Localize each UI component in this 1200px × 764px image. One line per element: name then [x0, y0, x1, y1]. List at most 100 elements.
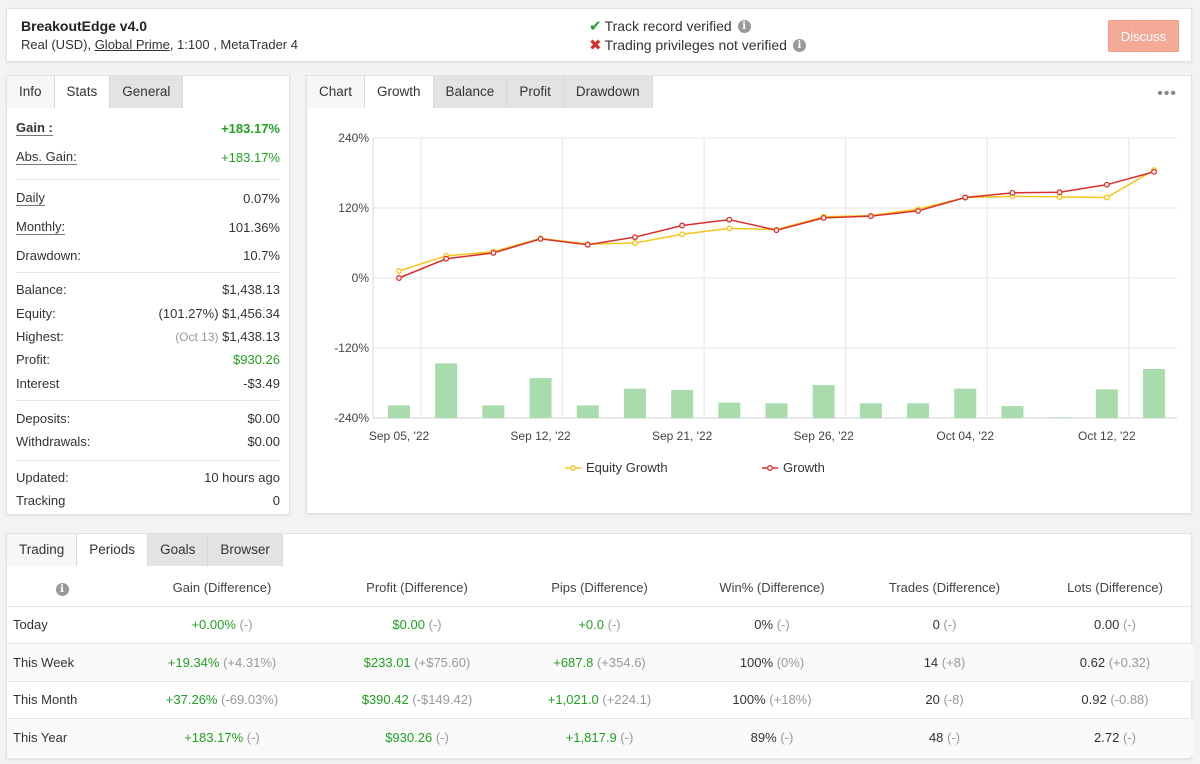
monthly-label[interactable]: Monthly: [16, 219, 66, 235]
cell-difference: (+224.1) [602, 692, 652, 708]
abs-gain-label[interactable]: Abs. Gain: [16, 149, 77, 165]
bar [482, 405, 505, 418]
tab-goals[interactable]: Goals [148, 534, 209, 566]
divider [16, 272, 280, 273]
tracking-label: Tracking [16, 492, 66, 508]
data-point[interactable] [867, 213, 874, 220]
gain-value: +183.17% [221, 120, 280, 136]
data-point[interactable] [490, 249, 497, 256]
broker-link[interactable]: Global Prime [94, 37, 170, 52]
highest-value: $1,438.13 [222, 328, 280, 344]
data-point[interactable] [1103, 194, 1110, 201]
tab-balance[interactable]: Balance [433, 76, 508, 108]
cell-difference: (+4.31%) [223, 654, 277, 670]
bar [576, 405, 599, 418]
data-point[interactable] [915, 207, 922, 214]
cell-value: $390.42 [361, 692, 409, 708]
cell-difference: (-) [1122, 730, 1136, 745]
data-point[interactable] [396, 268, 402, 274]
tab-info[interactable]: Info [7, 76, 55, 108]
tracking-value: 0 [272, 492, 280, 508]
chart-panel: Chart Growth Balance Profit Drawdown •••… [306, 75, 1192, 514]
deposits-label: Deposits: [16, 410, 71, 426]
tab-browser[interactable]: Browser [208, 534, 283, 566]
data-point[interactable] [1151, 168, 1157, 175]
period-label: This Week [7, 643, 117, 681]
cell-value: $0.00 [392, 617, 425, 633]
data-point[interactable] [1056, 193, 1063, 200]
data-point[interactable] [631, 240, 638, 246]
highest-date: (Oct 13) [175, 329, 219, 344]
cell-difference: (-) [776, 617, 790, 633]
data-point[interactable] [1009, 189, 1016, 196]
cross-icon: ✖ [589, 37, 602, 54]
tab-general[interactable]: General [110, 76, 184, 108]
gain-label[interactable]: Gain : [16, 120, 53, 136]
data-point[interactable] [679, 222, 686, 229]
tab-drawdown[interactable]: Drawdown [563, 76, 653, 108]
data-point[interactable] [443, 255, 450, 262]
daily-label[interactable]: Daily [16, 190, 45, 206]
cell-difference: (-$149.42) [412, 692, 473, 708]
data-point[interactable] [396, 275, 402, 281]
discuss-button[interactable]: Discuss [1108, 20, 1179, 52]
data-point[interactable] [726, 225, 733, 232]
y-tick-label: 120% [338, 201, 369, 215]
series-line [398, 171, 1155, 279]
info-icon[interactable]: i [792, 38, 806, 52]
period-cell: 0.00 (-) [1037, 605, 1193, 644]
legend-swatch-marker [570, 465, 576, 471]
divider [16, 179, 280, 180]
y-tick-label: -120% [334, 341, 369, 355]
period-cell: 0% (-) [692, 605, 852, 644]
tab-profit[interactable]: Profit [507, 76, 564, 108]
tab-trading[interactable]: Trading [7, 534, 78, 566]
data-point[interactable] [1103, 181, 1110, 188]
cell-value: +0.00% [191, 617, 236, 633]
more-options-icon[interactable]: ••• [1157, 85, 1177, 102]
legend-label[interactable]: Equity Growth [586, 460, 668, 475]
cell-difference: (+18%) [769, 692, 812, 708]
data-point[interactable] [631, 234, 638, 241]
cell-difference: (-) [607, 617, 621, 633]
chart-tabs: Chart Growth Balance Profit Drawdown [307, 76, 653, 108]
tab-periods[interactable]: Periods [77, 534, 149, 566]
data-point[interactable] [1056, 189, 1063, 196]
interest-label: Interest [16, 375, 60, 391]
data-point[interactable] [584, 241, 591, 248]
cell-value: $930.26 [385, 730, 433, 745]
period-cell: +183.17% (-) [117, 718, 327, 756]
cell-difference: (-) [246, 730, 260, 745]
cell-difference: (-) [1122, 617, 1136, 633]
stat-equity: Equity: (101.27%) $1,456.34 [16, 303, 280, 323]
cell-value: 20 [925, 692, 940, 708]
cell-value: 100% [739, 654, 774, 670]
legend-label[interactable]: Growth [783, 460, 825, 475]
cell-value: 0 [932, 617, 940, 633]
drawdown-label: Drawdown: [16, 247, 82, 263]
data-point[interactable] [773, 227, 780, 234]
info-icon[interactable]: i [737, 19, 751, 33]
cell-value: +687.8 [553, 654, 594, 670]
data-point[interactable] [537, 235, 544, 242]
table-row: Today +0.00% (-) $0.00 (-) +0.0 (-) 0% (-) 0 … [7, 605, 1193, 644]
tab-stats[interactable]: Stats [54, 76, 111, 108]
monthly-value: 101.36% [228, 219, 280, 235]
trading-privileges-status: ✖ Trading privileges not verified i [589, 36, 806, 54]
bar [388, 405, 410, 418]
equity-label: Equity: [16, 305, 56, 321]
data-point[interactable] [820, 214, 827, 221]
cell-difference: (-) [943, 617, 957, 633]
withdrawals-label: Withdrawals: [16, 433, 91, 449]
bar [623, 388, 646, 418]
data-point[interactable] [962, 194, 969, 201]
period-label: Today [7, 605, 117, 644]
period-cell: 14 (+8) [852, 643, 1037, 681]
tab-chart[interactable]: Chart [307, 76, 366, 108]
info-icon[interactable]: i [55, 582, 69, 596]
data-point[interactable] [726, 216, 733, 223]
cell-value: +37.26% [165, 692, 218, 708]
data-point[interactable] [679, 231, 686, 238]
tab-growth[interactable]: Growth [365, 76, 434, 108]
period-cell: 2.72 (-) [1037, 718, 1193, 756]
